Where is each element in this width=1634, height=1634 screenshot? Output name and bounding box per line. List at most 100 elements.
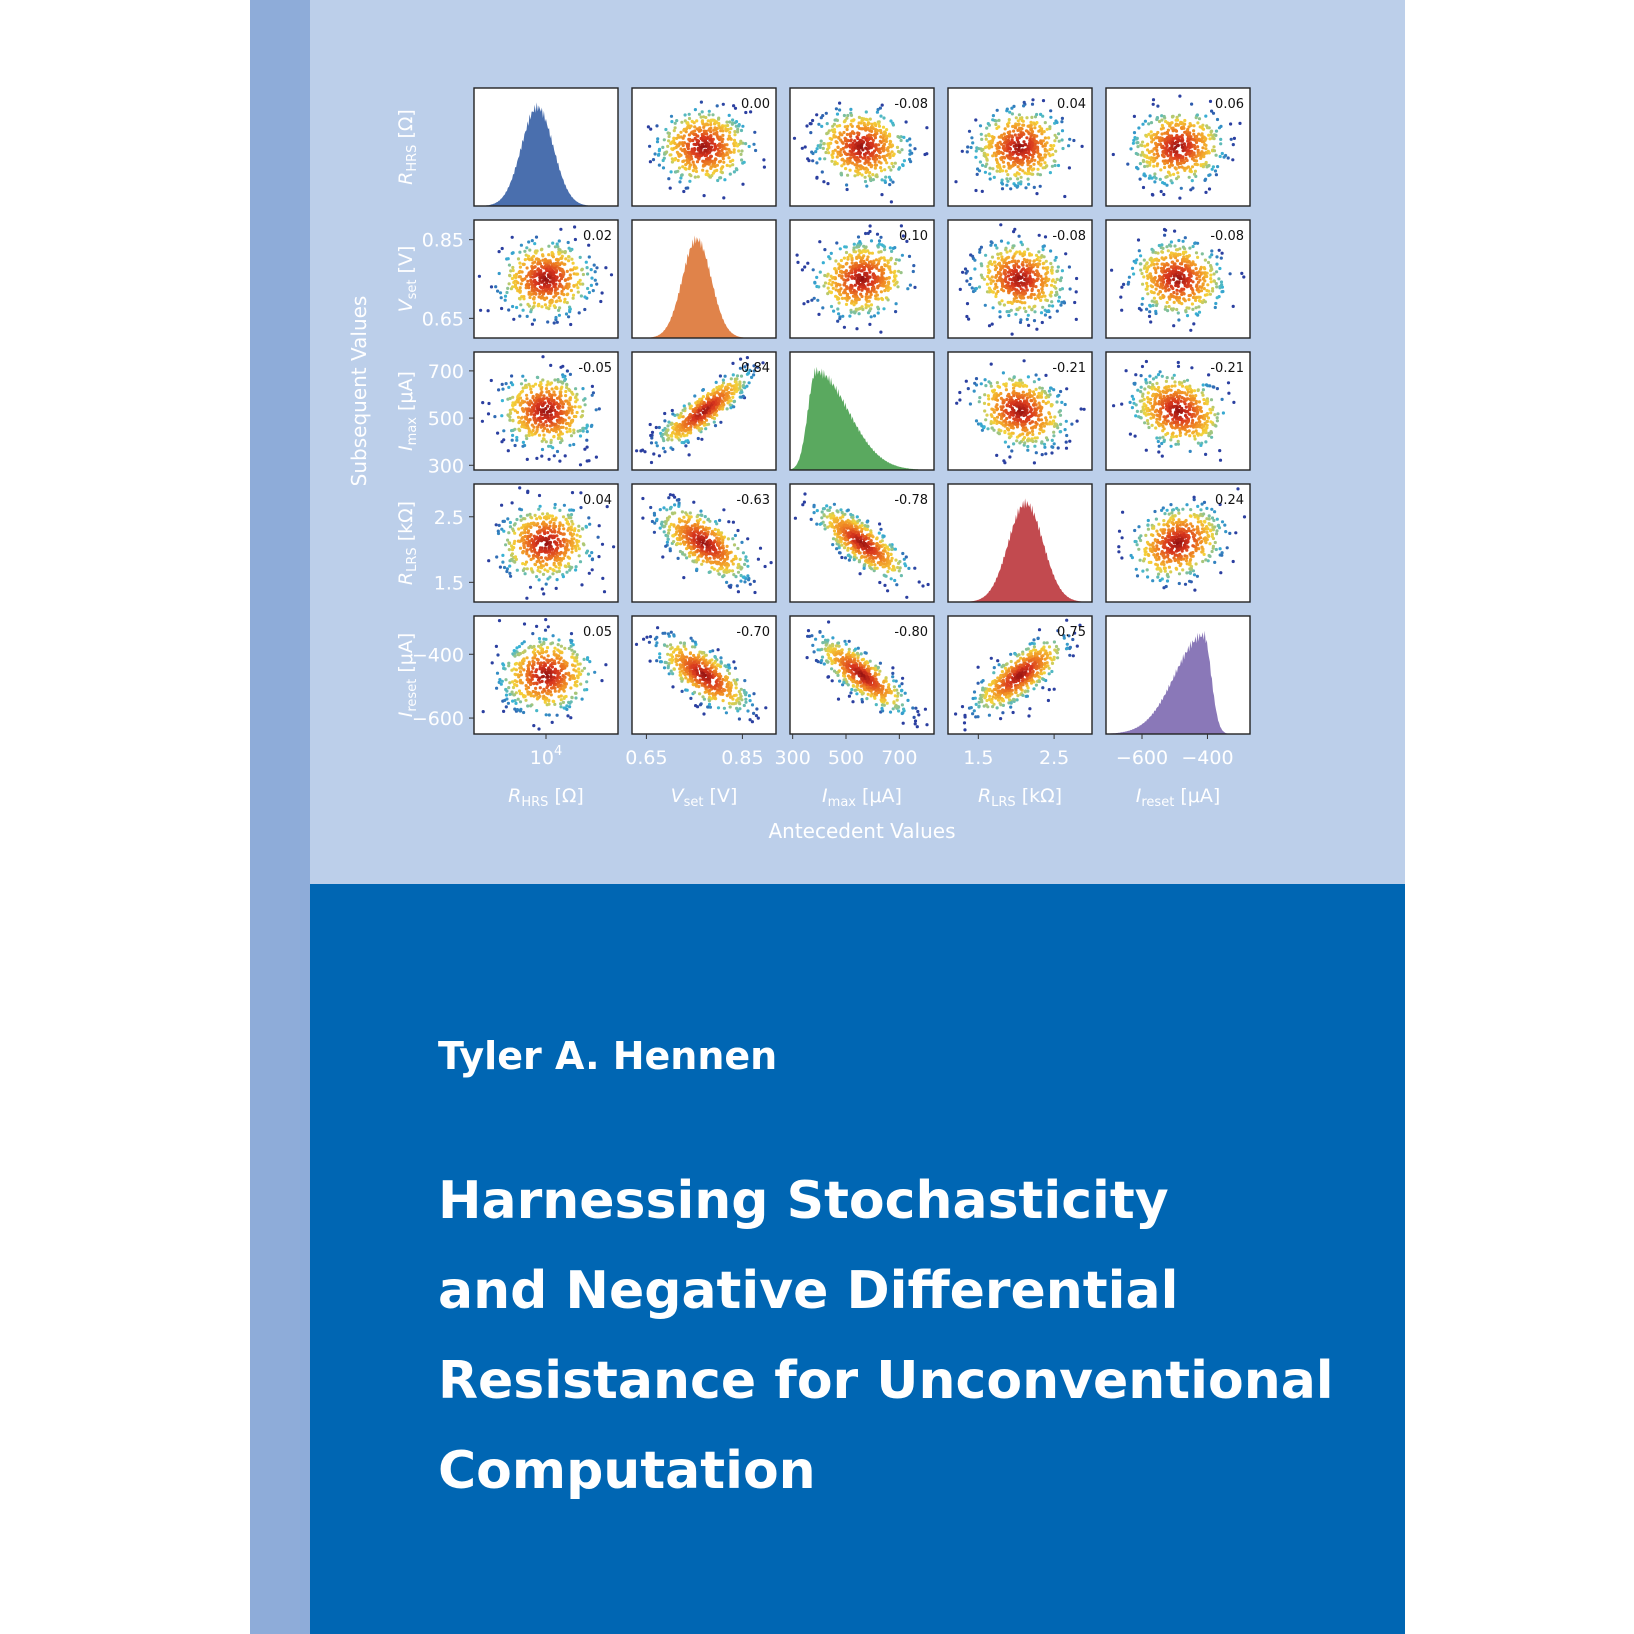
scatter-point	[567, 416, 571, 420]
scatter-point	[805, 124, 809, 128]
scatter-point	[816, 298, 820, 302]
scatter-point	[520, 389, 525, 393]
scatter-point	[984, 137, 988, 141]
scatter-point	[714, 152, 718, 156]
scatter-point	[1238, 121, 1242, 125]
scatter-point	[705, 136, 709, 140]
scatter-point	[697, 112, 702, 116]
scatter-point	[1185, 158, 1189, 163]
scatter-point	[843, 281, 847, 285]
scatter-point	[1190, 286, 1194, 290]
scatter-point	[998, 275, 1002, 279]
scatter-point	[1151, 249, 1155, 253]
scatter-point	[1219, 142, 1223, 146]
scatter-point	[850, 261, 854, 265]
scatter-point	[1189, 278, 1193, 282]
scatter-point	[549, 405, 553, 409]
scatter-point	[1175, 307, 1179, 312]
scatter-point	[570, 419, 574, 423]
scatter-point	[508, 415, 512, 419]
scatter-point	[557, 266, 561, 270]
scatter-point	[567, 255, 571, 259]
scatter-point	[697, 143, 701, 147]
scatter-point	[1177, 113, 1181, 117]
scatter-point	[1209, 280, 1213, 284]
scatter-point	[882, 256, 886, 260]
scatter-point	[657, 454, 661, 458]
scatter-point	[848, 265, 852, 269]
scatter-point	[887, 281, 891, 286]
scatter-point	[1022, 100, 1026, 104]
scatter-point	[833, 118, 837, 122]
scatter-point	[528, 295, 532, 300]
scatter-point	[1020, 268, 1024, 272]
scatter-point	[1023, 142, 1027, 147]
scatter-point	[701, 122, 706, 126]
scatter-point	[540, 247, 544, 251]
scatter-point	[1159, 283, 1164, 287]
scatter-point	[894, 310, 898, 314]
scatter-point	[486, 309, 490, 313]
scatter-point	[1191, 269, 1195, 273]
scatter-point	[722, 196, 726, 200]
scatter-point	[1080, 144, 1084, 148]
scatter-point	[1157, 274, 1162, 278]
scatter-point	[762, 165, 766, 169]
scatter-point	[1007, 135, 1011, 139]
scatter-point	[1153, 300, 1157, 304]
scatter-point	[693, 394, 697, 398]
scatter-point	[587, 255, 591, 259]
scatter-point	[709, 154, 713, 158]
scatter-point	[1015, 156, 1019, 160]
scatter-point	[1050, 279, 1054, 283]
scatter-point	[1145, 284, 1150, 288]
scatter-point	[666, 424, 670, 428]
scatter-point	[1013, 183, 1017, 187]
scatter-point	[1201, 146, 1205, 150]
scatter-point	[688, 164, 692, 168]
scatter-point	[686, 144, 690, 148]
scatter-point	[560, 285, 564, 289]
scatter-point	[1064, 252, 1068, 256]
scatter-point	[848, 159, 852, 163]
scatter-point	[558, 274, 563, 278]
scatter-point	[845, 144, 849, 148]
scatter-point	[878, 106, 883, 110]
scatter-point	[1160, 132, 1164, 136]
scatter-point	[1186, 149, 1190, 153]
scatter-point	[1006, 286, 1010, 290]
scatter-point	[810, 298, 814, 302]
scatter-point	[1165, 268, 1170, 272]
scatter-point	[874, 174, 878, 178]
scatter-point	[521, 278, 525, 282]
scatter-point	[857, 287, 861, 291]
scatter-point	[1213, 305, 1217, 310]
scatter-point	[541, 378, 545, 382]
scatter-point	[546, 404, 550, 408]
scatter-point	[1148, 310, 1152, 314]
scatter-point	[1192, 144, 1196, 148]
scatter-point	[1201, 123, 1205, 127]
scatter-point	[885, 134, 889, 138]
scatter-point	[1048, 171, 1052, 175]
scatter-point	[1182, 275, 1186, 279]
scatter-point	[998, 140, 1002, 144]
scatter-point	[655, 140, 660, 144]
scatter-point	[899, 224, 904, 228]
scatter-point	[1040, 277, 1045, 281]
scatter-point	[995, 164, 1000, 168]
scatter-point	[1043, 161, 1047, 165]
scatter-point	[740, 149, 744, 153]
scatter-point	[570, 411, 574, 415]
scatter-point	[655, 124, 659, 128]
scatter-point	[1003, 147, 1007, 151]
scatter-point	[1192, 132, 1196, 136]
scatter-point	[716, 178, 720, 183]
scatter-point	[600, 291, 604, 295]
scatter-point	[709, 122, 713, 127]
scatter-point	[849, 310, 853, 314]
scatter-point	[1145, 268, 1149, 272]
scatter-point	[834, 271, 839, 275]
scatter-point	[893, 262, 897, 266]
scatter-point	[515, 410, 520, 414]
